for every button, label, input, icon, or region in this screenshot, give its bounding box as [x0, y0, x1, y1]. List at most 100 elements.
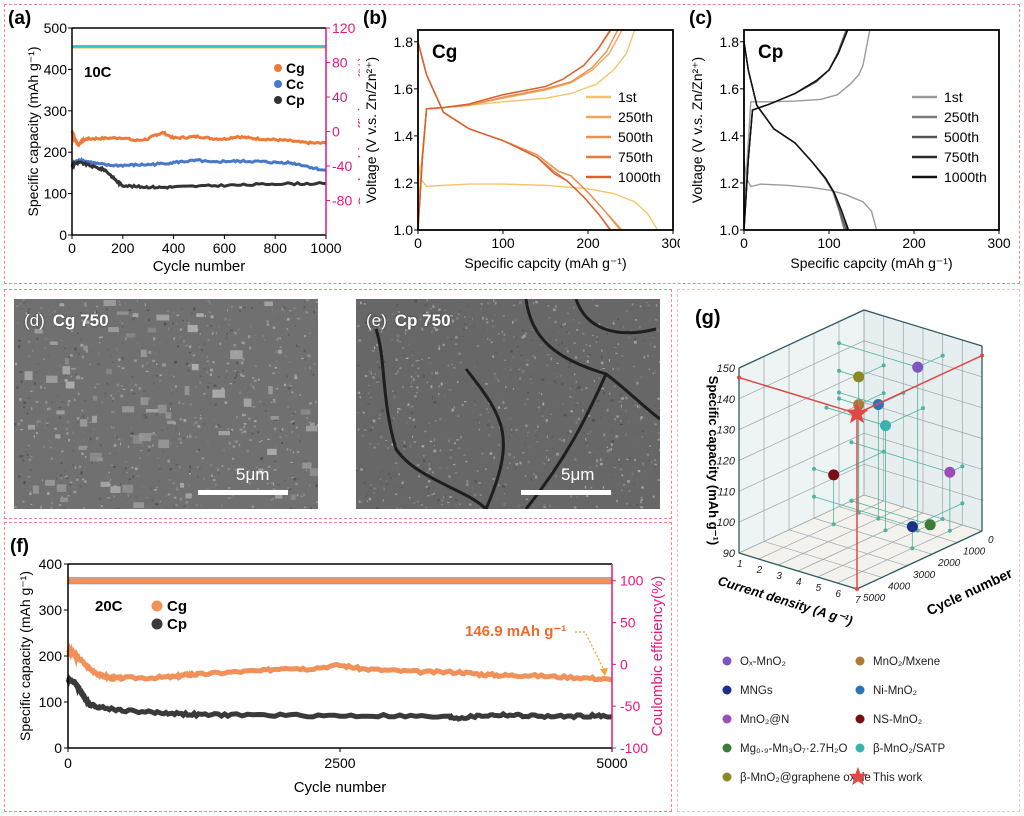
sem-grain [454, 471, 458, 474]
legend-marker-1 [855, 656, 865, 666]
sem-grain [144, 303, 146, 307]
sem-grain [498, 484, 500, 487]
sem-grain [153, 489, 157, 491]
sem-grain [427, 480, 431, 483]
sem-grain [134, 359, 137, 363]
sem-grain [595, 336, 598, 339]
scale-bar-e [521, 490, 611, 495]
sem-grain [262, 402, 266, 406]
sem-grain [399, 408, 402, 411]
sem-grain [555, 475, 557, 478]
sem-grain [139, 449, 143, 452]
sem-grain [356, 412, 360, 414]
sem-grain [217, 424, 220, 427]
sem-grain [294, 374, 297, 377]
sem-grain [231, 428, 234, 432]
sem-grain [547, 305, 550, 307]
sem-grain [480, 302, 483, 305]
sem-grain [449, 448, 453, 451]
sem-grain [505, 497, 508, 500]
y-tick-label: 400 [39, 556, 63, 572]
legend-marker-7 [855, 743, 865, 753]
sem-grain [623, 484, 626, 486]
charge-curve-1000th [744, 30, 849, 230]
sem-grain [215, 331, 217, 335]
sem-grain [106, 307, 108, 311]
sem-grain [20, 455, 24, 458]
sem-grain [653, 313, 656, 315]
sem-grain [638, 405, 641, 409]
sem-grain [497, 332, 501, 335]
sem-grain [34, 371, 38, 374]
sem-grain [180, 441, 183, 444]
sem-grain [232, 445, 236, 448]
legend-marker-4 [722, 714, 732, 724]
sem-grain [307, 354, 311, 358]
sem-grain [236, 361, 239, 365]
sem-grain [246, 449, 249, 453]
sem-grain [232, 494, 234, 497]
sem-grain [188, 365, 191, 367]
sem-grain [99, 444, 102, 447]
sem-grain [289, 311, 292, 315]
sem-platelet [90, 452, 102, 462]
sem-grain [590, 485, 594, 487]
sem-grain [393, 318, 397, 321]
x-axis-title: Specific capcity (mAh g⁻¹) [464, 255, 626, 271]
sem-grain [600, 458, 602, 462]
sem-grain [255, 466, 258, 469]
sem-grain [300, 495, 303, 497]
sem-grain [206, 324, 209, 327]
sem-grain [647, 304, 651, 307]
sem-platelet [230, 350, 243, 360]
sem-grain [507, 453, 509, 457]
sem-grain [209, 383, 211, 385]
legend-marker-3 [855, 685, 865, 695]
sem-grain [426, 471, 429, 473]
sem-grain [524, 442, 527, 446]
sem-grain [370, 371, 372, 375]
sem-grain [456, 381, 459, 383]
sem-grain [539, 340, 542, 343]
sem-grain [122, 438, 124, 440]
sem-grain [628, 420, 630, 424]
sem-grain [655, 304, 658, 307]
sem-grain [586, 354, 590, 356]
sem-grain [570, 410, 574, 413]
sem-grain [280, 337, 282, 340]
panel-label-d: (d) [24, 311, 45, 330]
sem-grain [465, 460, 468, 463]
sem-platelet [46, 375, 58, 383]
sem-grain [407, 324, 410, 327]
sem-grain [128, 480, 130, 483]
sem-grain [122, 357, 124, 360]
chart-panel-g: (g)9010011012013014015012345670100020003… [695, 307, 1015, 786]
sem-platelet [59, 303, 65, 307]
sem-grain [186, 435, 188, 439]
frame-panel-f [4, 522, 672, 812]
sem-grain [71, 449, 75, 452]
sem-grain [431, 396, 434, 400]
sem-grain [119, 442, 122, 446]
sem-grain [106, 505, 109, 508]
sem-grain [124, 467, 127, 470]
sem-grain [251, 432, 255, 435]
sem-grain [611, 399, 614, 402]
sem-grain [657, 438, 660, 441]
sem-grain [415, 398, 418, 400]
sem-grain [130, 426, 132, 429]
sem-grain [649, 445, 651, 447]
sem-grain [60, 339, 63, 341]
sem-grain [617, 346, 620, 348]
sem-grain [64, 470, 67, 472]
y-tick-label: 200 [44, 144, 68, 160]
sem-grain [471, 487, 474, 490]
legend-marker-cg [274, 64, 282, 72]
sem-grain [53, 310, 56, 314]
sem-grain [567, 332, 570, 335]
sem-grain [266, 503, 268, 506]
sem-grain [112, 482, 114, 484]
sem-platelet [110, 486, 121, 494]
sem-grain [155, 503, 159, 506]
sem-grain [279, 346, 282, 349]
